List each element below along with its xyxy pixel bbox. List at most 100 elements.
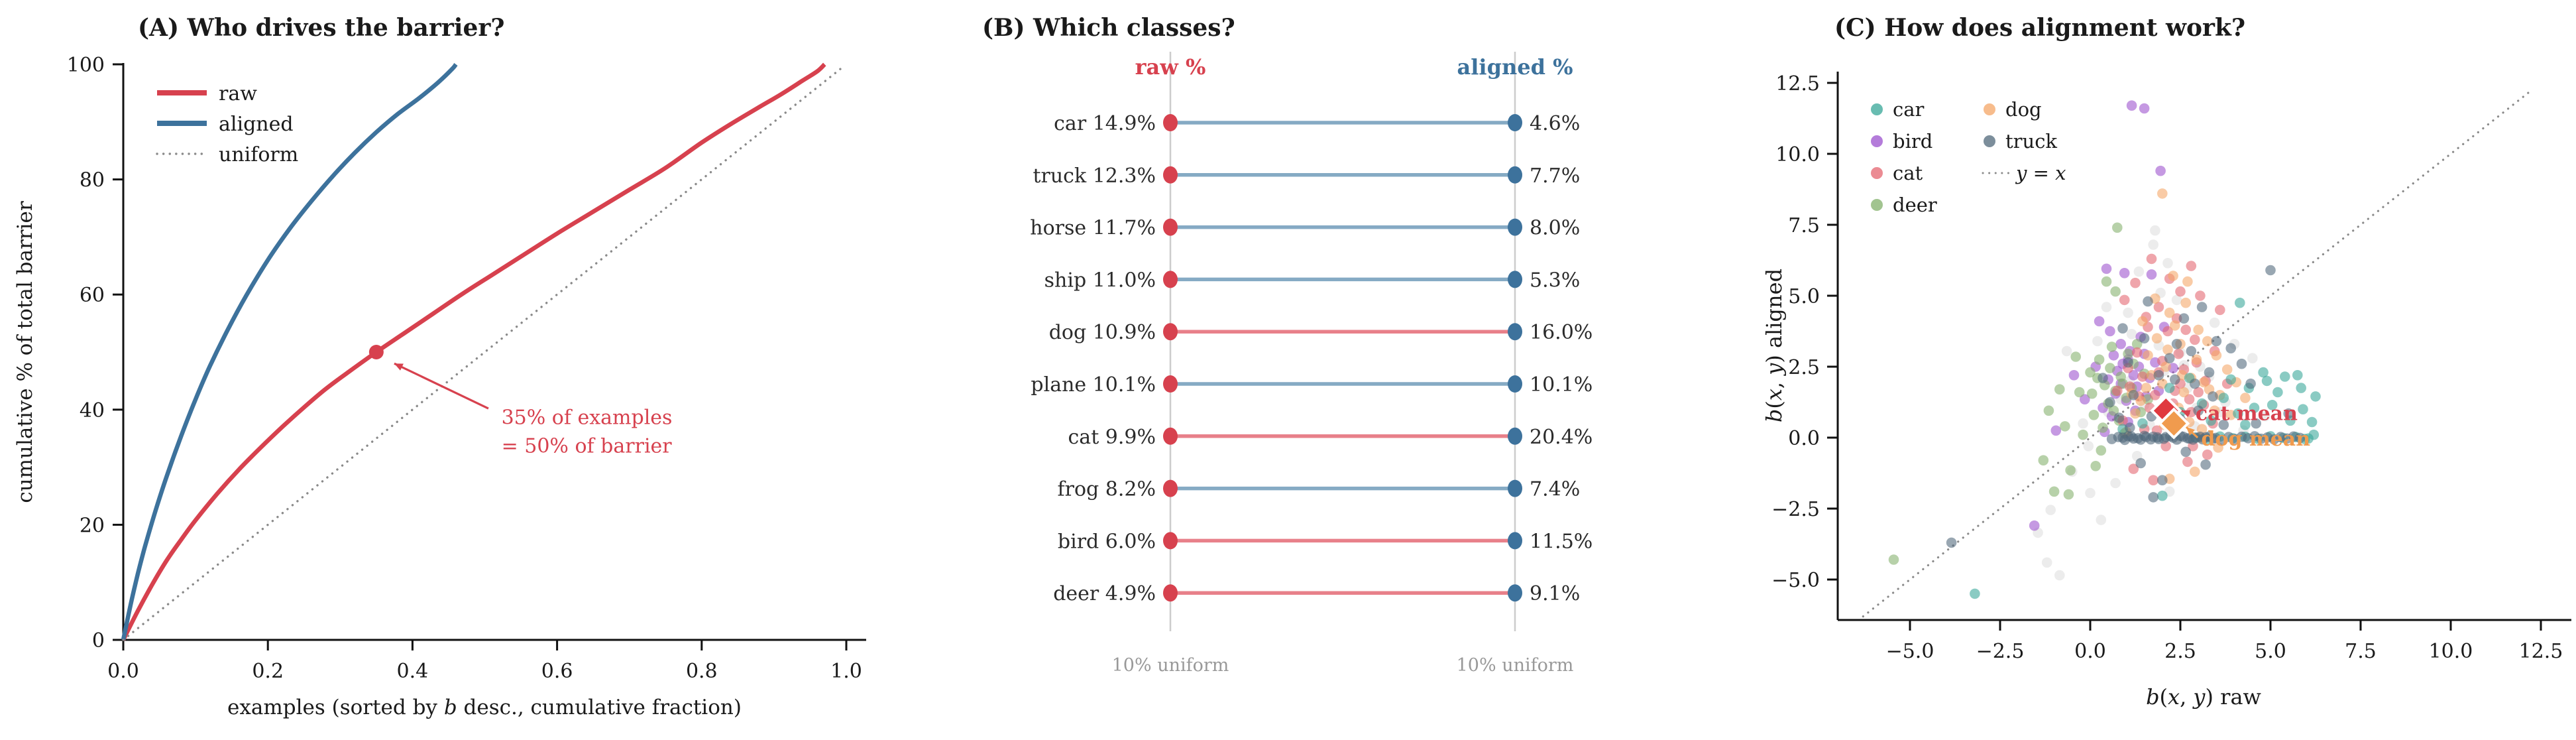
point-deer xyxy=(2112,222,2123,233)
point-deer xyxy=(2098,422,2108,433)
point-truck xyxy=(2294,432,2306,444)
point-truck xyxy=(2113,412,2125,423)
raw-dot xyxy=(1163,114,1178,131)
y-tick-label: 2.5 xyxy=(1788,356,1820,379)
legend-label-identity: y = x xyxy=(2015,162,2066,184)
dog-mean-arrow-head xyxy=(2186,426,2195,436)
point-deer xyxy=(2088,410,2100,420)
y-tick-label: 5.0 xyxy=(1788,285,1820,308)
point-truck xyxy=(2128,390,2139,401)
point-dog xyxy=(2141,383,2152,393)
cat-mean-label: cat mean xyxy=(2196,402,2298,425)
point-dog xyxy=(2213,442,2223,453)
row-label-raw: plane 10.1% xyxy=(1031,373,1156,397)
dog-mean-label: dog mean xyxy=(2202,428,2311,451)
raw-dot xyxy=(1163,532,1178,550)
point-truck xyxy=(2125,422,2135,433)
dumbbell-row-frog: frog 8.2% 7.4% xyxy=(1058,478,1581,501)
point-other xyxy=(2209,317,2220,328)
legend-swatch-bird xyxy=(1871,135,1883,147)
point-car xyxy=(2240,419,2251,430)
dumbbell-row-horse: horse 11.7% 8.0% xyxy=(1030,217,1580,240)
point-car xyxy=(2225,374,2236,385)
row-label-raw: deer 4.9% xyxy=(1053,582,1156,605)
row-label-raw: truck 12.3% xyxy=(1033,164,1156,188)
scatter-group-truck xyxy=(1946,265,2306,548)
point-bird xyxy=(2146,269,2157,280)
point-other xyxy=(2061,345,2072,357)
point-truck xyxy=(2139,333,2150,343)
legend-label-deer: deer xyxy=(1893,194,1937,216)
point-car xyxy=(2280,371,2290,382)
point-bird xyxy=(2108,350,2119,361)
point-truck xyxy=(2143,296,2153,307)
panel-a-chart: (A) Who drives the barrier? 0 20 40 60 80 100 0… xyxy=(13,14,866,719)
panel-c-title: (C) How does alignment work? xyxy=(1834,14,2245,42)
point-other xyxy=(2096,515,2107,525)
point-dog xyxy=(2168,271,2178,281)
point-bird xyxy=(2115,339,2126,349)
point-cat xyxy=(2215,304,2225,316)
y-tick-label: 100 xyxy=(67,54,105,77)
point-car xyxy=(2292,370,2303,381)
row-label-aligned: 11.5% xyxy=(1530,530,1593,553)
point-other xyxy=(2092,336,2103,347)
raw-dot xyxy=(1163,375,1178,393)
point-truck xyxy=(1946,537,1957,548)
row-label-raw: frog 8.2% xyxy=(1058,478,1156,501)
point-deer xyxy=(2096,445,2107,456)
x-tick-label: 2.5 xyxy=(2164,640,2196,663)
point-other xyxy=(2260,411,2270,422)
y-tick-label: 0 xyxy=(92,629,105,652)
point-cat xyxy=(2182,456,2193,467)
panel-a-title: (A) Who drives the barrier? xyxy=(138,14,504,42)
legend-swatch-car xyxy=(1871,103,1883,115)
point-truck xyxy=(2171,339,2182,349)
aligned-column-header: aligned % xyxy=(1457,54,1573,80)
point-deer xyxy=(2078,429,2088,440)
aligned-dot xyxy=(1508,323,1522,341)
legend-label-cat: cat xyxy=(1893,162,1923,184)
point-dog xyxy=(2193,324,2204,336)
point-other xyxy=(2133,266,2145,277)
point-cat xyxy=(2193,387,2204,398)
aligned-dot xyxy=(1508,271,1522,288)
row-label-aligned: 16.0% xyxy=(1530,321,1593,344)
x-tick-label: −2.5 xyxy=(1976,640,2025,663)
y-tick-label: 7.5 xyxy=(1788,214,1820,237)
point-deer xyxy=(2106,341,2117,352)
x-tick-label: 0.4 xyxy=(397,660,429,683)
point-bird xyxy=(2155,165,2166,176)
point-dog xyxy=(2130,408,2141,419)
point-dog xyxy=(2160,361,2171,372)
point-bird xyxy=(2119,268,2130,278)
panel-b-title: (B) Which classes? xyxy=(982,14,1235,42)
footer-right-uniform: 10% uniform xyxy=(1457,655,1574,676)
legend-swatch-deer xyxy=(1871,199,1883,211)
point-car xyxy=(2206,415,2216,426)
panel-c-chart: (C) How does alignment work? −5.0 −2.5 0.0 2… xyxy=(1762,14,2571,709)
aligned-dot xyxy=(1508,375,1522,393)
point-car xyxy=(2235,297,2245,308)
point-deer xyxy=(2101,276,2112,287)
point-deer xyxy=(2085,367,2096,378)
point-car xyxy=(1970,588,1980,599)
row-label-raw: horse 11.7% xyxy=(1030,217,1156,240)
point-truck xyxy=(2225,343,2236,353)
point-car xyxy=(2298,404,2308,414)
y-tick-label: 40 xyxy=(80,399,105,422)
point-car xyxy=(2308,429,2320,440)
point-cat xyxy=(2112,385,2123,397)
point-truck xyxy=(2188,434,2198,445)
point-deer xyxy=(2063,489,2074,500)
x-tick-label: 0.6 xyxy=(541,660,573,683)
panel-b-class-dumbbell-chart: (B) Which classes? raw % aligned % car 14.9… xyxy=(928,0,1756,740)
point-other xyxy=(2247,353,2258,363)
point-dog xyxy=(2180,297,2191,308)
point-bird xyxy=(2139,103,2150,114)
point-other xyxy=(2045,505,2056,515)
dumbbell-row-cat: cat 9.9% 20.4% xyxy=(1068,426,1593,449)
point-other xyxy=(2041,557,2052,568)
aligned-dot xyxy=(1508,532,1522,550)
panel-a-cumulative-barrier-curves: (A) Who drives the barrier? 0 20 40 60 80 100 0… xyxy=(0,0,928,740)
